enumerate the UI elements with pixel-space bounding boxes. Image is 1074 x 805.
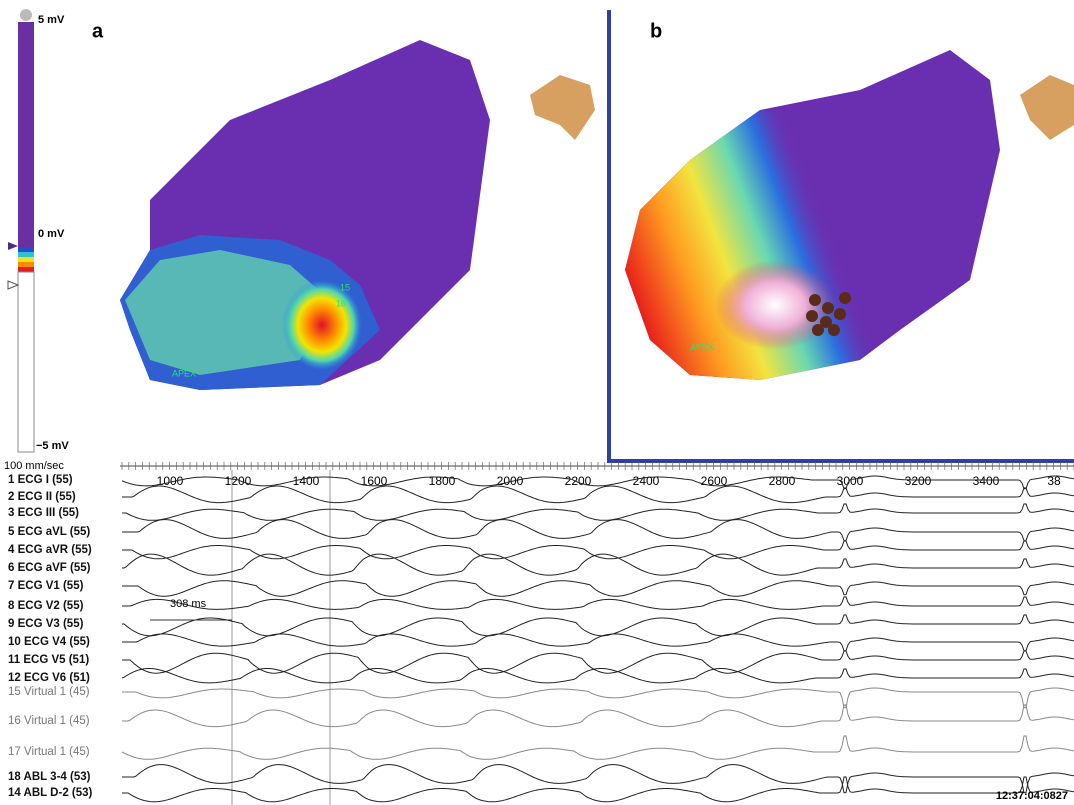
colorbar-orange [18, 262, 34, 267]
map-label: 15 [340, 282, 350, 292]
channel-label: 7 ECG V1 (55) [8, 580, 84, 592]
time-tick-label: 3200 [905, 474, 932, 488]
ecg-trace [122, 777, 1074, 802]
colorbar-label: 0 mV [38, 228, 65, 240]
ecg-trace [122, 765, 1074, 793]
channel-label: 5 ECG aVL (55) [8, 526, 90, 538]
channel-label: 8 ECG V2 (55) [8, 600, 84, 612]
marker [8, 242, 18, 250]
map-label: APEX [690, 342, 714, 352]
colorbar-label: −5 mV [36, 440, 69, 452]
speed-label: 100 mm/sec [4, 460, 64, 472]
map-label: APEX [172, 368, 196, 378]
colorbar-label: 5 mV [38, 14, 65, 26]
ecg-trace [122, 634, 1074, 651]
panel-label: b [650, 20, 662, 42]
time-tick-label: 2200 [565, 474, 592, 488]
panel-label: a [92, 20, 104, 42]
ecg-trace [122, 504, 1074, 520]
colorbar-cyan [18, 252, 34, 257]
channel-label: 6 ECG aVF (55) [8, 562, 91, 574]
channel-label: 3 ECG III (55) [8, 507, 79, 519]
map-hotspot [282, 280, 362, 370]
marker [8, 281, 18, 289]
time-tick-label: 1800 [429, 474, 456, 488]
ecg-trace [122, 597, 1074, 610]
ecg-trace [122, 486, 1074, 503]
page: 5 mV 0 mV −5 mV a 15 16 APEX b APEX 100 … [0, 0, 1074, 805]
orientation-icon [1020, 75, 1074, 140]
channel-label: 2 ECG II (55) [8, 491, 76, 503]
timestamp: 12:37:04:0827 [996, 790, 1068, 802]
channel-label: 11 ECG V5 (51) [8, 654, 89, 666]
ecg-trace [122, 705, 1074, 727]
channel-label: 18 ABL 3-4 (53) [8, 771, 91, 783]
ecg-trace [122, 615, 1074, 636]
colorbar-blue [18, 247, 34, 252]
ecg-trace [122, 736, 1074, 759]
channel-label: 4 ECG aVR (55) [8, 544, 92, 556]
channel-label: 17 Virtual 1 (45) [8, 746, 90, 758]
colorbar-handle [20, 9, 32, 21]
ecg-trace [122, 581, 1074, 597]
interval-label: 308 ms [170, 598, 207, 610]
colorbar-red [18, 267, 34, 272]
channel-label: 10 ECG V4 (55) [8, 636, 90, 648]
ecg-trace [122, 688, 1074, 708]
channel-label: 1 ECG I (55) [8, 474, 73, 486]
colorbar-yellow [18, 257, 34, 262]
channel-label: 12 ECG V6 (51) [8, 672, 90, 684]
map-label: 16 [336, 298, 346, 308]
channel-label: 14 ABL D-2 (53) [8, 787, 93, 799]
channel-label: 15 Virtual 1 (45) [8, 686, 90, 698]
time-tick-label: 1200 [225, 474, 252, 488]
channel-label: 16 Virtual 1 (45) [8, 715, 90, 727]
ecg-trace [122, 520, 1074, 541]
figure: 5 mV 0 mV −5 mV a 15 16 APEX b APEX 100 … [0, 0, 1074, 805]
time-tick-label: 1400 [293, 474, 320, 488]
colorbar-purple [18, 22, 34, 247]
ecg-trace [122, 651, 1074, 673]
channel-label: 9 ECG V3 (55) [8, 618, 84, 630]
time-tick-label: 3400 [973, 474, 1000, 488]
ecg-trace [122, 541, 1074, 559]
orientation-icon [530, 75, 595, 140]
time-tick-label: 2400 [633, 474, 660, 488]
time-tick-label: 2800 [769, 474, 796, 488]
colorbar-white [18, 272, 34, 452]
